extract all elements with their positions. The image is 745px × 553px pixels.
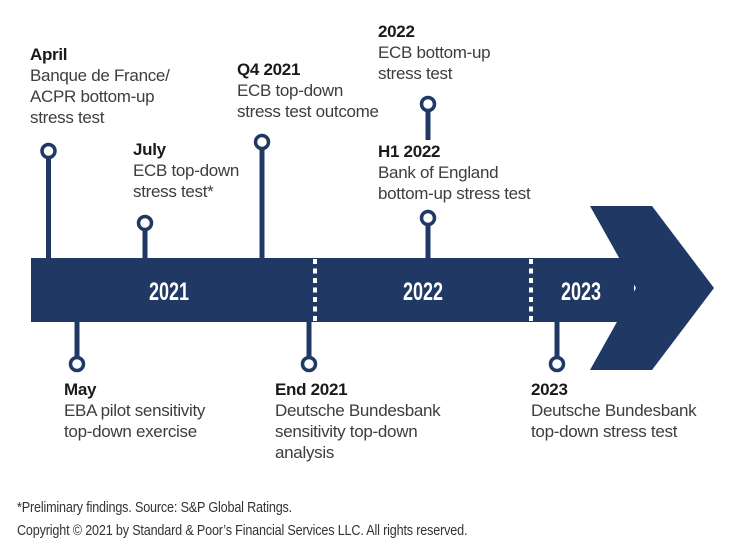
event-line: Bank of England (378, 163, 499, 182)
footer-note: *Preliminary findings. Source: S&P Globa… (17, 496, 553, 542)
event-line: sensitivity top-down (275, 422, 418, 441)
event-title: 2022 (378, 22, 415, 41)
marker-circle-april (40, 142, 57, 160)
event-may: May EBA pilot sensitivity top-down exerc… (64, 379, 205, 442)
event-title: 2023 (531, 380, 568, 399)
year-label-2021: 2021 (148, 278, 190, 306)
marker-circle-may (68, 355, 86, 373)
event-title: Q4 2021 (237, 60, 301, 79)
event-h1-2022: H1 2022 Bank of England bottom-up stress… (378, 141, 531, 204)
marker-circle-2022 (419, 95, 437, 113)
footnote-source: *Preliminary findings. Source: S&P Globa… (17, 499, 293, 516)
marker-circle-2023 (548, 355, 566, 373)
event-end-2021: End 2021 Deutsche Bundesbank sensitivity… (275, 379, 441, 463)
event-line: stress test (378, 64, 453, 83)
marker-circle-end-2021 (300, 355, 318, 373)
event-line: ECB top-down (237, 81, 344, 100)
event-line: bottom-up stress test (378, 184, 531, 203)
event-title: End 2021 (275, 380, 348, 399)
event-line: top-down exercise (64, 422, 197, 441)
arrowhead-icon (590, 206, 714, 370)
event-april: April Banque de France/ ACPR bottom-up s… (30, 44, 170, 128)
event-2022: 2022 ECB bottom-up stress test (378, 21, 491, 84)
event-title: H1 2022 (378, 142, 441, 161)
event-line: ECB top-down (133, 161, 240, 180)
event-line: Deutsche Bundesbank (275, 401, 441, 420)
event-line: stress test (30, 108, 105, 127)
event-line: stress test* (133, 182, 214, 201)
marker-circle-q4-2021 (253, 133, 271, 151)
year-label-2022: 2022 (402, 278, 444, 306)
event-line: ECB bottom-up (378, 43, 491, 62)
event-title: April (30, 45, 68, 64)
event-q4-2021: Q4 2021 ECB top-down stress test outcome (237, 59, 379, 122)
copyright-line: Copyright © 2021 by Standard & Poor’s Fi… (17, 522, 468, 539)
event-line: analysis (275, 443, 335, 462)
event-2023: 2023 Deutsche Bundesbank top-down stress… (531, 379, 697, 442)
event-line: Deutsche Bundesbank (531, 401, 697, 420)
event-line: EBA pilot sensitivity (64, 401, 206, 420)
year-label-2023: 2023 (560, 278, 602, 306)
event-july: July ECB top-down stress test* (133, 139, 239, 202)
event-line: stress test outcome (237, 102, 379, 121)
marker-circle-july (136, 214, 154, 232)
timeline-bar (31, 258, 634, 322)
event-line: Banque de France/ (30, 66, 170, 85)
event-line: top-down stress test (531, 422, 678, 441)
marker-circle-h1-2022 (419, 209, 437, 227)
event-title: July (133, 140, 166, 159)
event-line: ACPR bottom-up (30, 87, 155, 106)
event-title: May (64, 380, 97, 399)
